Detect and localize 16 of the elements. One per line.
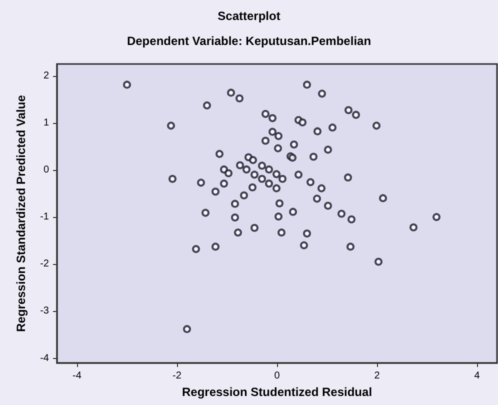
x-tick-label: 4 — [474, 370, 480, 382]
y-tick-label: 2 — [43, 70, 50, 82]
x-axis-title: Regression Studentized Residual — [182, 384, 372, 399]
y-tick-label: -4 — [40, 352, 50, 364]
y-tick-label: 1 — [43, 117, 50, 128]
y-tick-label: -2 — [40, 258, 50, 270]
y-tick-label: 0 — [43, 164, 50, 176]
y-tick-label: -1 — [40, 212, 50, 223]
chart-title: Scatterplot — [218, 9, 280, 23]
x-tick-label: -4 — [72, 370, 82, 382]
chart-subtitle: Dependent Variable: Keputusan.Pembelian — [126, 34, 372, 48]
x-tick-label: 2 — [374, 370, 380, 382]
y-tick-label: -3 — [40, 306, 50, 317]
x-tick-label: -2 — [172, 370, 182, 382]
y-axis-title: Regression Standardized Predicted Value — [14, 94, 28, 332]
x-tick-label: 0 — [274, 370, 280, 382]
